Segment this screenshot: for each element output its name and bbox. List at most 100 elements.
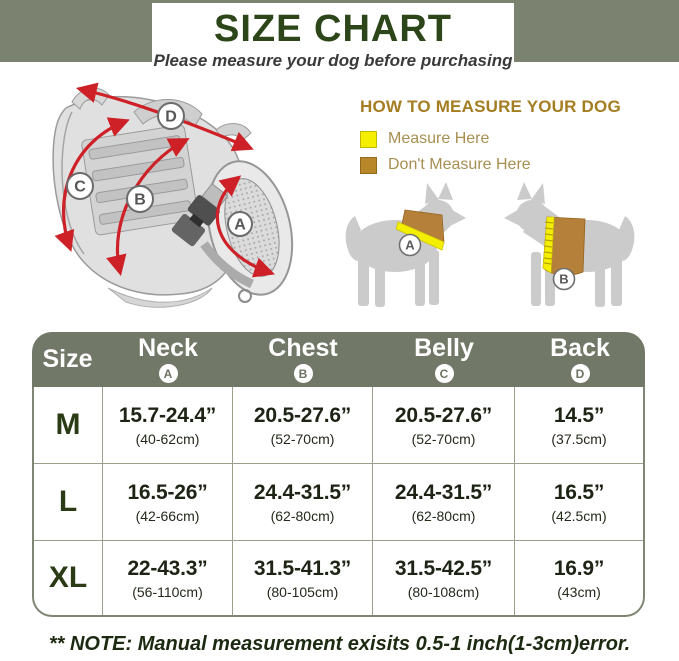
leg: [358, 258, 369, 306]
label-d: D: [165, 109, 177, 126]
cm-value: (52-70cm): [270, 430, 335, 447]
title-box: SIZE CHART Please measure your dog befor…: [152, 3, 514, 77]
column-label: Chest: [268, 334, 338, 362]
tape-ticks: [543, 221, 554, 265]
column-badge-c: C: [434, 364, 454, 383]
leg: [531, 252, 541, 306]
dog-silhouette-left: [345, 182, 466, 307]
cm-value: (40-62cm): [135, 430, 200, 447]
measure-guide-heading: HOW TO MEASURE YOUR DOG: [360, 97, 621, 116]
measurement-note: ** NOTE: Manual measurement exisits 0.5-…: [48, 633, 631, 655]
cm-value: (62-80cm): [270, 507, 335, 524]
dog-silhouette-right: [504, 182, 635, 307]
size-table-body: M 15.7-24.4” (40-62cm) 20.5-27.6” (52-70…: [32, 387, 645, 617]
size-letter: XL: [48, 561, 88, 594]
dog-badge-b: B: [559, 272, 568, 287]
harness-measure-diagram: D C B A: [52, 82, 294, 308]
cell-m-belly: 20.5-27.6” (52-70cm): [373, 387, 515, 464]
cell-m-neck: 15.7-24.4” (40-62cm): [103, 387, 233, 464]
dog-badge-a: A: [405, 238, 415, 253]
label-b: B: [134, 192, 146, 209]
column-label: Neck: [138, 334, 198, 362]
inches-value: 24.4-31.5”: [253, 480, 352, 504]
label-c: C: [74, 179, 86, 196]
cell-xl-belly: 31.5-42.5” (80-108cm): [373, 541, 515, 615]
cm-value: (62-80cm): [411, 507, 476, 524]
cm-value: (42.5cm): [551, 507, 607, 524]
ear: [531, 183, 545, 204]
measure-legend: Measure Here Don't Measure Here: [360, 130, 660, 174]
dog-badges: A B: [398, 233, 576, 291]
neck-band-yellow: [395, 221, 445, 251]
cell-l-back: 16.5” (42.5cm): [515, 464, 643, 541]
cm-value: (56-110cm): [132, 583, 203, 600]
size-cell-m: M: [34, 387, 103, 464]
tail: [345, 216, 361, 261]
measure-guide: HOW TO MEASURE YOUR DOG Measure Here Don…: [360, 97, 660, 174]
inches-value: 16.5”: [553, 480, 605, 504]
legend-row-measure-here: Measure Here: [360, 130, 660, 148]
inches-value: 20.5-27.6”: [394, 403, 493, 427]
cm-value: (37.5cm): [551, 430, 607, 447]
column-label: Belly: [414, 334, 474, 362]
page-subtitle: Please measure your dog before purchasin…: [153, 51, 513, 70]
leg: [429, 250, 439, 305]
column-badge-b: B: [293, 364, 313, 383]
leg: [611, 258, 622, 306]
size-letter: L: [58, 485, 78, 518]
cell-xl-chest: 31.5-41.3” (80-105cm): [233, 541, 373, 615]
cell-l-neck: 16.5-26” (42-66cm): [103, 464, 233, 541]
inches-value: 22-43.3”: [127, 556, 208, 580]
cm-value: (80-105cm): [266, 583, 339, 600]
inches-value: 16.9”: [553, 556, 605, 580]
size-table: Size Neck A Chest B Belly C Back D M: [32, 332, 645, 617]
measure-here-label: Measure Here: [388, 130, 490, 147]
inches-value: 24.4-31.5”: [394, 480, 493, 504]
column-badge-a: A: [158, 364, 178, 383]
measure-here-swatch: [360, 130, 377, 148]
column-label: Back: [550, 334, 610, 362]
size-table-header: Size Neck A Chest B Belly C Back D: [32, 332, 645, 387]
cell-l-belly: 24.4-31.5” (62-80cm): [373, 464, 515, 541]
size-cell-l: L: [34, 464, 103, 541]
inches-value: 31.5-42.5”: [394, 556, 493, 580]
column-header-neck: Neck A: [103, 332, 233, 387]
column-header-size: Size: [32, 332, 103, 387]
measure-arrow-a: [215, 175, 275, 278]
cm-value: (80-108cm): [407, 583, 480, 600]
column-label: Size: [42, 345, 93, 373]
label-a: A: [234, 217, 246, 234]
cell-m-chest: 20.5-27.6” (52-70cm): [233, 387, 373, 464]
dont-measure-here-swatch: [360, 156, 377, 174]
leg: [375, 263, 385, 307]
cell-m-back: 14.5” (37.5cm): [515, 387, 643, 464]
column-header-chest: Chest B: [233, 332, 373, 387]
inches-value: 31.5-41.3”: [253, 556, 352, 580]
measure-arrow-c: [54, 117, 130, 252]
d-ring: [238, 289, 252, 303]
size-letter: M: [55, 408, 81, 441]
leg: [415, 256, 425, 306]
cell-l-chest: 24.4-31.5” (62-80cm): [233, 464, 373, 541]
column-header-back: Back D: [515, 332, 645, 387]
size-cell-xl: XL: [34, 541, 103, 615]
muzzle: [449, 208, 466, 226]
leg: [595, 263, 605, 307]
head: [516, 200, 548, 232]
cell-xl-back: 16.9” (43cm): [515, 541, 643, 615]
cm-value: (52-70cm): [411, 430, 476, 447]
inches-value: 14.5”: [553, 403, 605, 427]
column-header-belly: Belly C: [373, 332, 515, 387]
diagram-labels: D C B A: [66, 102, 253, 237]
page-title: SIZE CHART: [214, 8, 452, 50]
ear: [425, 183, 439, 204]
ear: [438, 182, 453, 200]
cell-xl-neck: 22-43.3” (56-110cm): [103, 541, 233, 615]
legend-row-dont-measure-here: Don't Measure Here: [360, 156, 660, 174]
dog-measure-illustration: A B: [345, 182, 635, 307]
cm-value: (42-66cm): [135, 507, 200, 524]
inches-value: 15.7-24.4”: [118, 403, 217, 427]
muzzle: [504, 208, 521, 226]
belly-mesh: [107, 287, 213, 308]
